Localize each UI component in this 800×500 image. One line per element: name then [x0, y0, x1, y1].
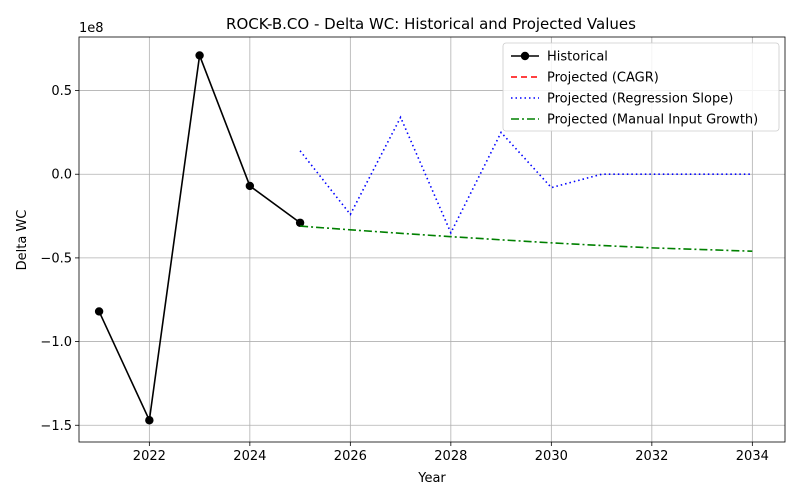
series-line-projected-regression-slope [299, 115, 753, 235]
x-tick-label: 2026 [334, 449, 367, 464]
series-line-projected-manual-input-growth [300, 225, 753, 253]
data-point-historical [94, 307, 104, 316]
legend: Historical Projected (CAGR) Projected (Reg… [502, 42, 780, 132]
x-tick-label: 2024 [233, 449, 266, 464]
y-axis: −1.5 −1.0 −0.5 0.0 0.5 [40, 84, 79, 434]
x-tick-label: 2022 [133, 449, 166, 464]
plot-area-frame [78, 36, 786, 443]
legend-label-historical: Historical [547, 50, 608, 65]
x-axis: 2022 2024 2026 2028 2030 2032 2034 [133, 442, 769, 464]
legend-marker-historical [520, 51, 530, 61]
y-tick-label: −1.5 [40, 419, 72, 434]
x-tick-label: 2028 [434, 449, 467, 464]
legend-label-projected-manual-input-growth: Projected (Manual Input Growth) [547, 113, 758, 128]
y-axis-title: Delta WC [15, 210, 30, 271]
legend-box [502, 42, 780, 132]
y-tick-label: 0.5 [51, 84, 72, 99]
series-line-historical [98, 55, 301, 424]
data-point-historical [195, 51, 204, 60]
y-tick-label: −0.5 [40, 251, 72, 266]
legend-label-projected-cagr: Projected (CAGR) [547, 71, 659, 86]
y-tick-label: −1.0 [40, 335, 72, 350]
legend-label-projected-regression-slope: Projected (Regression Slope) [547, 92, 733, 107]
data-point-historical [145, 416, 154, 425]
x-axis-title: Year [417, 471, 446, 486]
y-tick-label: 0.0 [51, 168, 72, 183]
x-tick-label: 2032 [635, 449, 668, 464]
chart-title: ROCK-B.CO - Delta WC: Historical and Pro… [226, 15, 636, 33]
series-group [94, 51, 753, 425]
y-offset-label: 1e8 [79, 21, 104, 36]
x-tick-label: 2030 [535, 449, 568, 464]
data-point-historical [295, 218, 305, 227]
data-point-historical [245, 181, 255, 191]
x-tick-label: 2034 [736, 449, 769, 464]
